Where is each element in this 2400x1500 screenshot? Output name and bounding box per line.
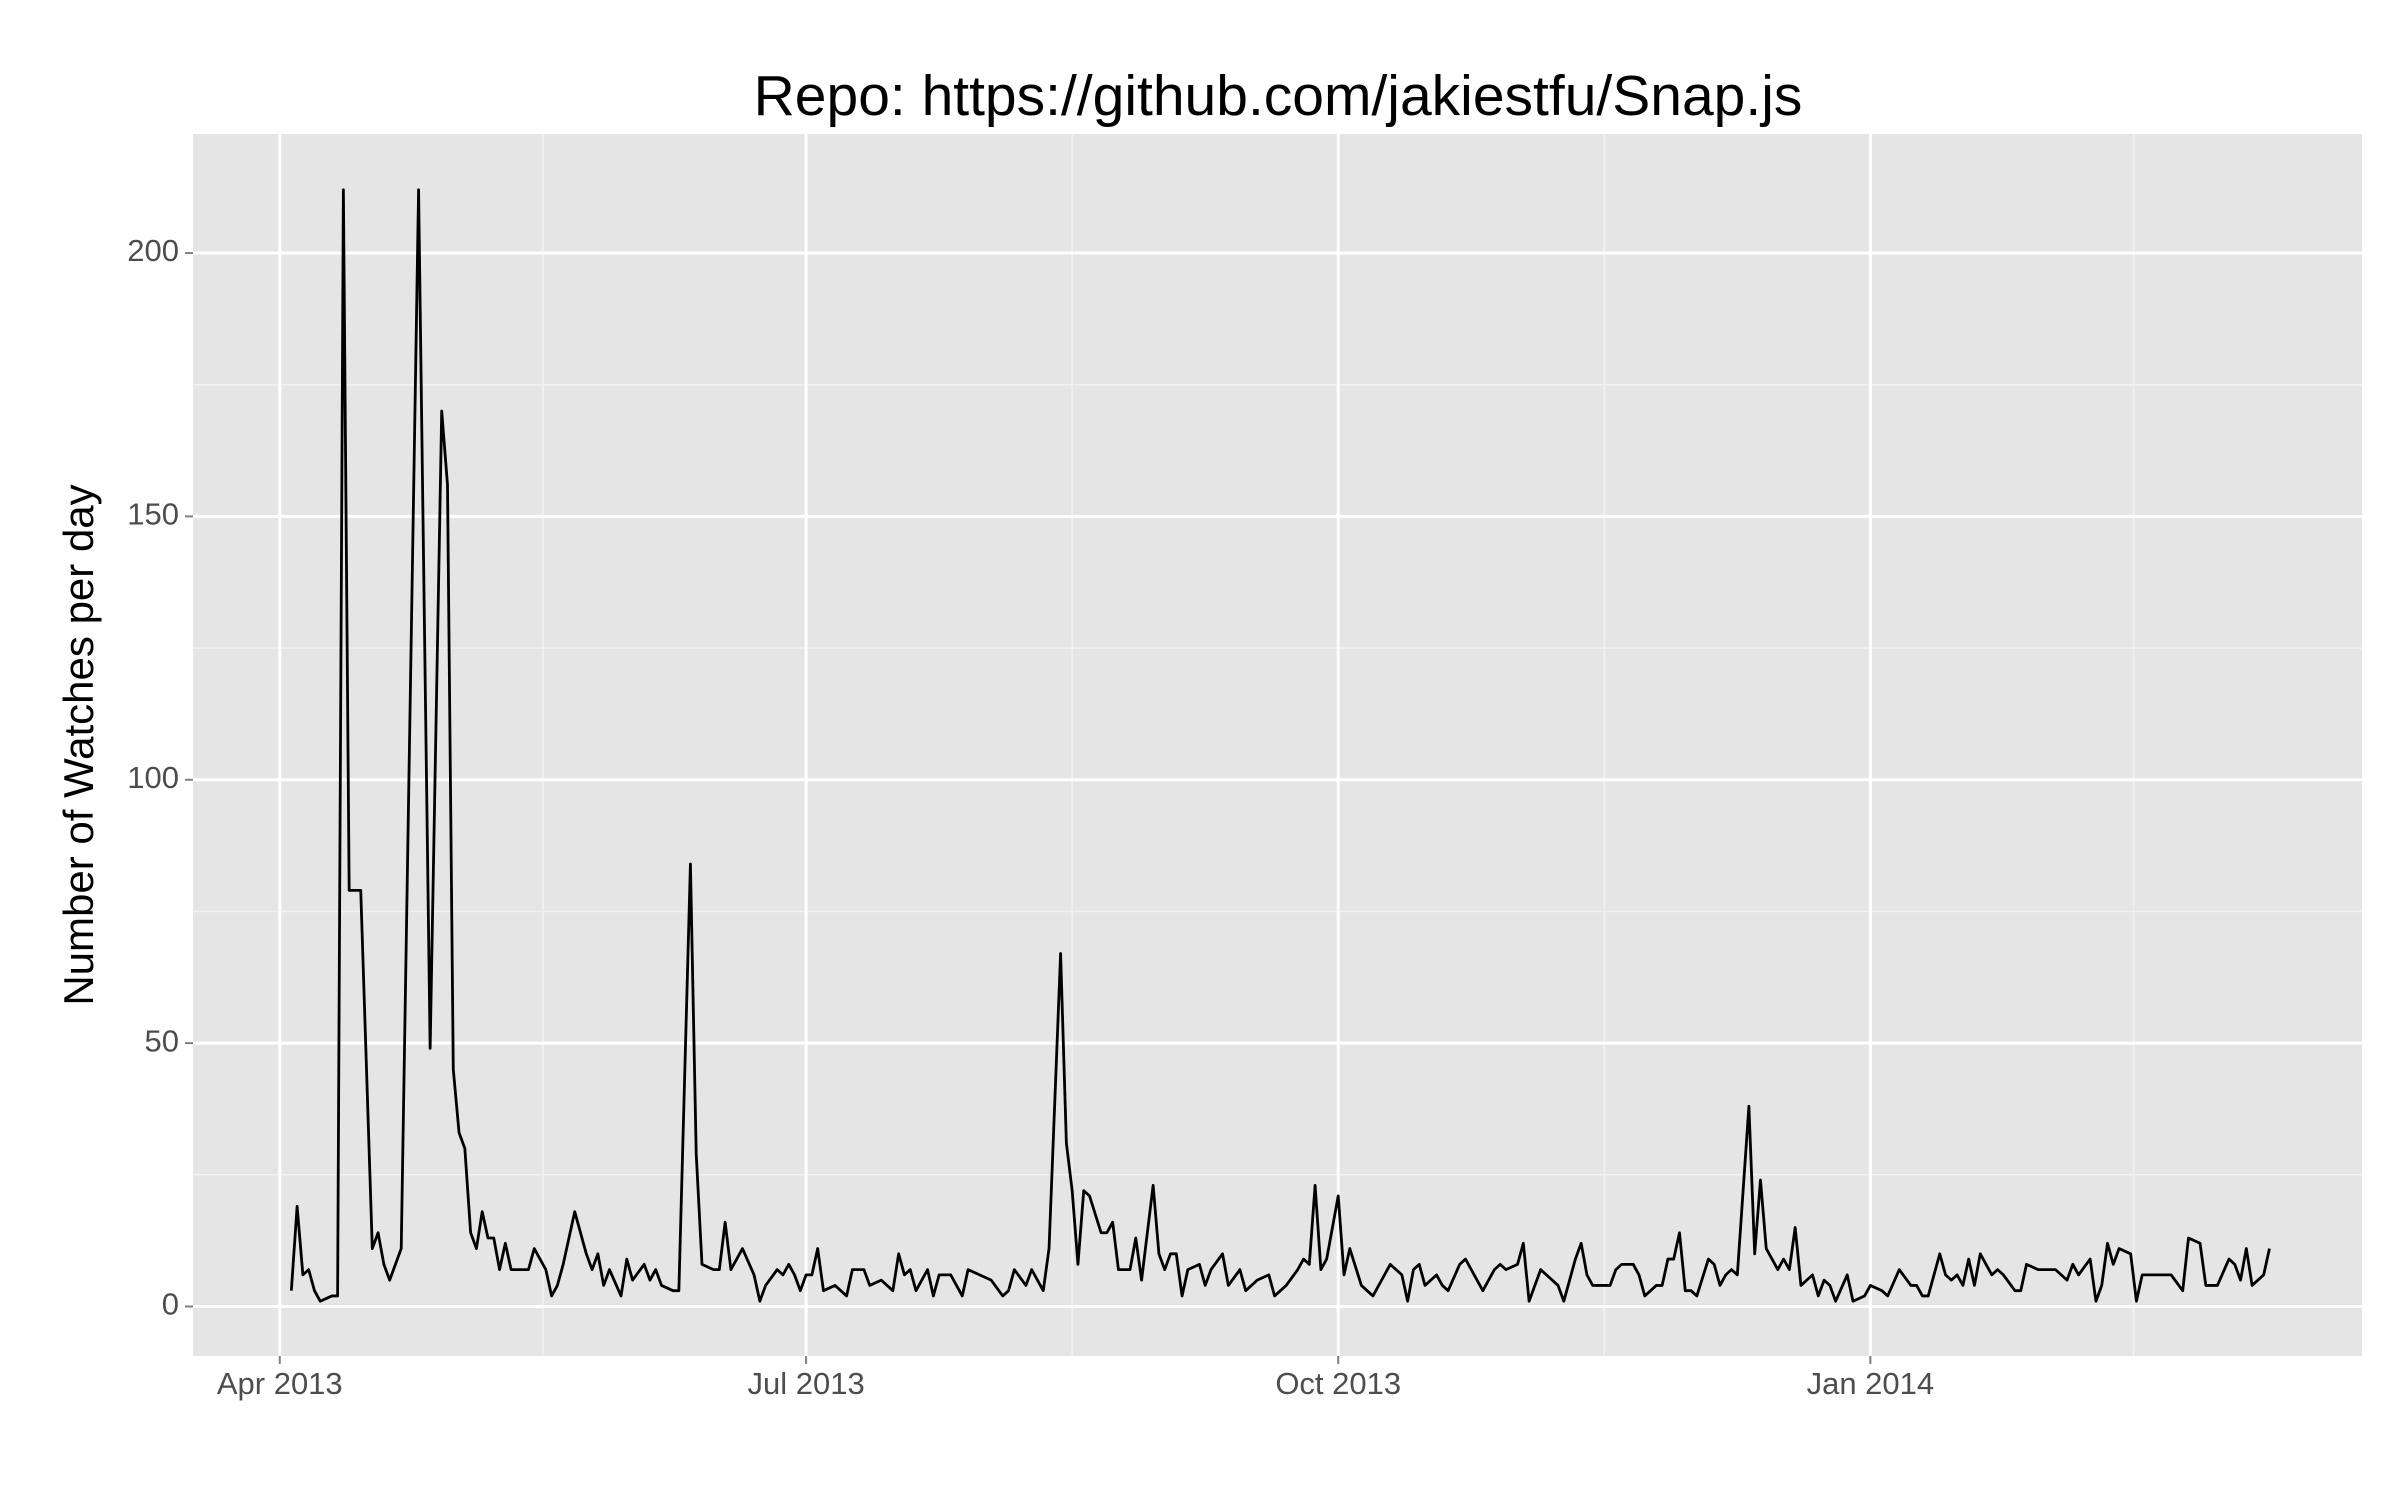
x-tick-label: Apr 2013 <box>217 1366 343 1401</box>
y-tick-label: 50 <box>145 1023 179 1058</box>
x-tick-label: Jan 2014 <box>1807 1366 1935 1401</box>
x-tick-label: Oct 2013 <box>1275 1366 1401 1401</box>
y-tick-label: 100 <box>127 760 179 795</box>
plot-panel <box>193 134 2362 1356</box>
y-tick-label: 150 <box>127 497 179 532</box>
y-tick-label: 200 <box>127 233 179 268</box>
y-axis-label: Number of Watches per day <box>55 484 102 1005</box>
data-line <box>289 188 2271 1303</box>
x-tick-label: Jul 2013 <box>747 1366 864 1401</box>
y-tick-label: 0 <box>162 1287 179 1322</box>
chart-title: Repo: https://github.com/jakiestfu/Snap.… <box>754 64 1803 128</box>
